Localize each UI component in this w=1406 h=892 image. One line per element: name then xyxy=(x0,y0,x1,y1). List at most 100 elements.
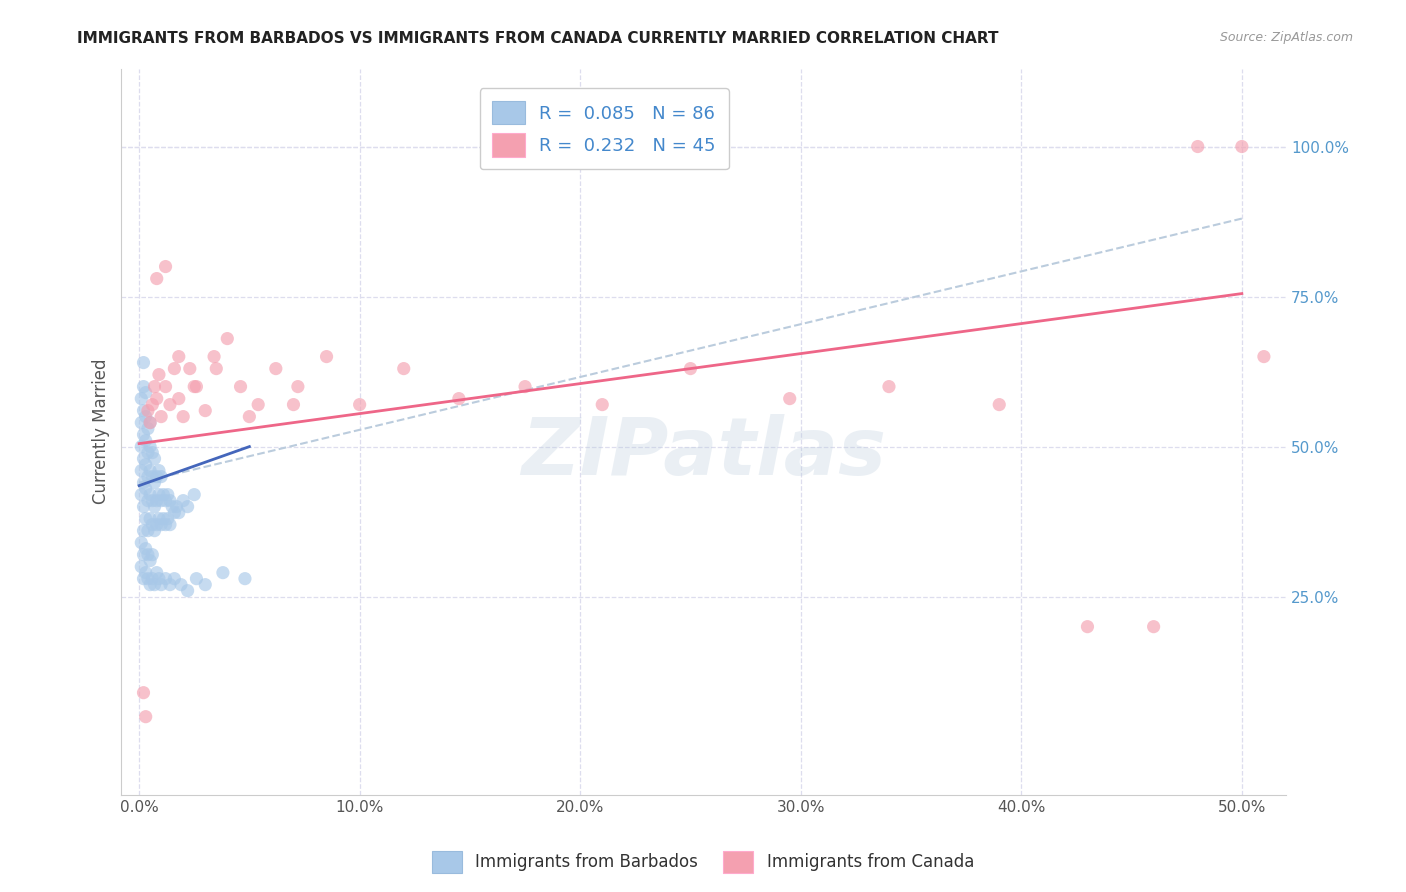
Point xyxy=(160,500,183,514)
Point xyxy=(447,392,470,406)
Point xyxy=(212,566,235,580)
Point xyxy=(139,440,162,454)
Point xyxy=(238,409,260,424)
Point xyxy=(155,379,177,393)
Point xyxy=(135,385,157,400)
Point xyxy=(136,548,159,562)
Point xyxy=(139,416,162,430)
Point xyxy=(129,440,152,454)
Point xyxy=(141,548,163,562)
Y-axis label: Currently Married: Currently Married xyxy=(93,359,110,504)
Text: Source: ZipAtlas.com: Source: ZipAtlas.com xyxy=(1219,31,1353,45)
Point xyxy=(135,709,157,723)
Point xyxy=(150,577,173,591)
Point xyxy=(143,379,166,393)
Point xyxy=(315,350,337,364)
Point xyxy=(136,445,159,459)
Point xyxy=(135,458,157,472)
Point xyxy=(139,511,162,525)
Point xyxy=(136,572,159,586)
Point xyxy=(132,355,155,369)
Point xyxy=(159,493,181,508)
Point xyxy=(172,409,194,424)
Point xyxy=(141,469,163,483)
Point xyxy=(135,566,157,580)
Point xyxy=(155,260,177,274)
Point xyxy=(170,577,193,591)
Point xyxy=(167,392,190,406)
Point xyxy=(129,559,152,574)
Point xyxy=(247,398,270,412)
Point xyxy=(132,548,155,562)
Point xyxy=(1253,350,1275,364)
Point xyxy=(145,493,167,508)
Point xyxy=(392,361,415,376)
Point xyxy=(779,392,801,406)
Point xyxy=(129,535,152,549)
Point xyxy=(139,416,162,430)
Point xyxy=(132,403,155,417)
Point xyxy=(183,488,205,502)
Point xyxy=(129,488,152,502)
Point xyxy=(136,469,159,483)
Point xyxy=(132,572,155,586)
Point xyxy=(186,572,208,586)
Point xyxy=(129,464,152,478)
Point xyxy=(287,379,309,393)
Point xyxy=(229,379,252,393)
Point xyxy=(176,583,198,598)
Point xyxy=(139,464,162,478)
Text: ZIPatlas: ZIPatlas xyxy=(522,415,886,492)
Point xyxy=(264,361,287,376)
Point xyxy=(183,379,205,393)
Point xyxy=(1076,620,1098,634)
Point xyxy=(1143,620,1166,634)
Point xyxy=(163,361,186,376)
Point xyxy=(150,517,173,532)
Point xyxy=(148,368,170,382)
Point xyxy=(152,488,174,502)
Point xyxy=(143,524,166,538)
Point xyxy=(139,554,162,568)
Point xyxy=(1187,139,1209,153)
Point xyxy=(167,506,190,520)
Point xyxy=(135,482,157,496)
Point xyxy=(135,409,157,424)
Point xyxy=(148,572,170,586)
Point xyxy=(205,361,228,376)
Point xyxy=(202,350,225,364)
Point xyxy=(132,451,155,466)
Point xyxy=(167,350,190,364)
Point xyxy=(145,271,167,285)
Point xyxy=(136,524,159,538)
Point xyxy=(141,517,163,532)
Point xyxy=(156,511,179,525)
Point xyxy=(186,379,208,393)
Point xyxy=(148,488,170,502)
Point xyxy=(135,511,157,525)
Point xyxy=(155,517,177,532)
Point xyxy=(139,577,162,591)
Point xyxy=(135,434,157,448)
Point xyxy=(129,416,152,430)
Point xyxy=(349,398,371,412)
Point xyxy=(135,541,157,556)
Point xyxy=(679,361,702,376)
Point xyxy=(139,488,162,502)
Point xyxy=(132,686,155,700)
Point xyxy=(143,451,166,466)
Point xyxy=(513,379,536,393)
Point xyxy=(136,422,159,436)
Point xyxy=(136,493,159,508)
Point xyxy=(143,500,166,514)
Point xyxy=(155,493,177,508)
Point xyxy=(176,500,198,514)
Point xyxy=(283,398,305,412)
Point xyxy=(988,398,1011,412)
Point xyxy=(136,403,159,417)
Point xyxy=(150,493,173,508)
Point xyxy=(163,506,186,520)
Point xyxy=(148,464,170,478)
Point xyxy=(179,361,201,376)
Point xyxy=(132,475,155,490)
